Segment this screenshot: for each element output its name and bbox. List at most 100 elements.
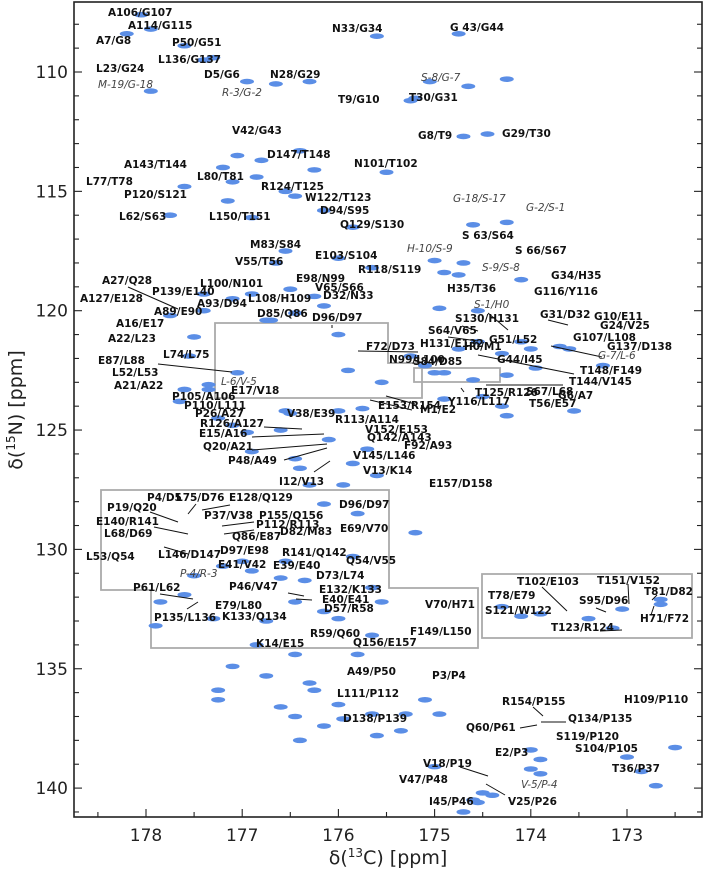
peak-label: T30/G31 [409,92,458,104]
peak-label: P61/L62 [133,582,180,594]
peak-label: T81/D82 [644,586,693,598]
peak-label: P112/R113 [256,519,319,531]
peak-label: D96/D97 [339,499,390,511]
peak-label: E98/N99 [296,273,345,285]
leader-line [163,546,189,555]
peak-marker [278,188,293,195]
x-tick-label: 174 [515,826,547,846]
peak-marker [225,295,240,302]
peak-label: L75/D76 [176,492,224,504]
peak-label: A143/T144 [124,159,187,171]
peak-label: V70/H71 [425,599,475,611]
peak-label: A7/G8 [96,35,131,47]
peak-marker [480,131,495,137]
peak-marker [249,642,264,648]
peak-label: Q54/V55 [346,555,396,567]
peak-marker [143,26,158,32]
peak-label: G8/T9 [418,130,452,142]
peak-marker [321,436,336,443]
peak-label: A93/D94 [197,298,247,310]
peak-label: Y116/L117 [447,396,510,408]
peak-label: G-18/S-17 [453,193,506,205]
peak-label: Q129/S130 [340,219,404,231]
peak-marker [379,169,394,176]
peak-marker [288,651,303,658]
x-tick-label: 178 [130,826,162,846]
peak-label: A21/A22 [114,380,163,392]
peak-marker [206,615,221,622]
peak-marker [523,747,538,753]
peak-marker [182,353,197,359]
x-axis-ticks: 178 177 176 175 174 173 [97,809,676,846]
peak-marker [235,558,250,565]
peak-label: N33/G34 [332,23,382,35]
peak-label: G10/E11 [594,311,643,323]
peak-marker [288,455,303,462]
peak-label: L136/G137 [158,54,221,66]
peak-marker [273,427,288,433]
peak-marker [302,482,317,488]
peak-label: E69/V70 [340,523,388,535]
peak-label: S119/P120 [556,731,619,743]
leader-line [149,511,179,523]
peak-label: V47/P48 [399,774,448,786]
peak-marker [403,353,418,359]
peak-marker [615,606,630,612]
peak-marker [374,379,389,386]
peak-marker [345,460,360,467]
leader-line [651,594,658,601]
peak-marker [451,272,466,278]
peak-label: P-4/R-3 [180,568,218,580]
peak-label: P37/V38 [204,510,253,522]
peak-marker [461,83,476,90]
peak-label: E17/V18 [231,385,279,397]
peak-marker [225,179,240,185]
leader-line [287,592,305,597]
peak-label: P110/L111 [184,400,246,412]
peak-label: S104/P105 [575,743,638,755]
peak-marker [230,152,245,159]
peak-label: L23/G24 [96,63,144,75]
peak-label: S95/D96 [579,595,628,607]
y-tick-label: 130 [36,540,68,560]
leader-line [263,426,303,430]
peak-label: L52/L53 [112,367,158,379]
peak-label: N99/L100 [389,354,445,366]
peak-label: H71/F72 [640,613,689,625]
peak-marker [196,57,211,63]
peak-marker [533,756,548,763]
peak-marker [331,331,346,338]
leader-line [223,529,255,535]
peak-marker [278,248,293,254]
peak-label: M-19/G-18 [98,79,153,91]
peak-label: T144/V145 [569,376,632,388]
peak-label: D85/Q86 [257,308,308,320]
peak-label: D32/N33 [323,290,374,302]
peak-label: V65/S66 [315,282,364,294]
peak-label: Q142/A143 [367,432,432,444]
peak-marker [292,465,307,472]
peak-label: E140/R141 [96,516,159,528]
peak-label: V152/E153 [365,424,428,436]
peak-marker [307,167,322,173]
peak-marker [533,611,548,617]
peak-marker [466,377,481,383]
peak-marker [523,346,538,352]
peak-label: H109/P110 [624,694,688,706]
peak-label: V42/G43 [232,125,282,137]
peak-marker [668,744,683,751]
peak-marker [225,663,240,670]
peak-label: R-3/G-2 [222,87,262,99]
axes: 178 177 176 175 174 173 110 115 120 125 130 135 140 [36,1,703,846]
peak-label: S-1/H0 [474,299,510,311]
leader-line [487,312,509,331]
peak-label: D73/L74 [316,570,364,582]
leader-line [221,521,255,527]
peak-label: Q60/P61 [466,722,516,734]
peak-marker [451,346,466,352]
peak-marker [523,766,538,772]
y-axis-label: δ(15N) [ppm] [4,350,27,469]
peak-label: D96/D97 [312,312,363,324]
peak-marker [451,31,466,37]
peak-marker [369,732,384,739]
